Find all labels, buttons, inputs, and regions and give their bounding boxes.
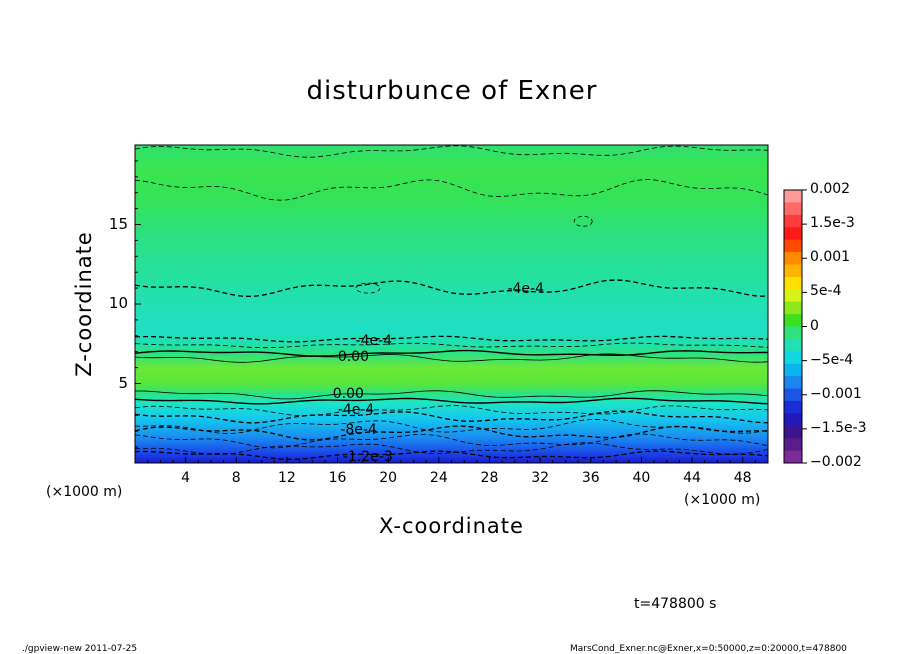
y-tick-label: 10 [108,294,128,312]
colorbar-swatch [784,413,802,427]
y-axis-label: Z-coordinate [72,231,96,377]
colorbar-label: 0 [810,317,819,334]
colorbar-swatch [784,202,802,216]
y-axis-ticks [135,160,141,448]
x-tick-label: 44 [683,470,701,486]
contour-line [135,433,768,449]
contour-line [135,442,768,455]
colorbar-swatch [784,351,802,365]
x-tick-label: 32 [531,470,550,486]
colorbar-swatch [784,227,802,241]
y-tick-label: 5 [118,373,128,392]
heatmap-field [135,145,768,463]
x-tick-label: 8 [231,470,241,486]
x-unit-left: (×1000 m) [46,484,123,500]
contour-line [135,425,768,441]
footer-left-note: ./gpview-new 2011-07-25 [22,644,138,654]
colorbar-label: −0.002 [810,454,862,470]
x-tick-label: 24 [429,470,448,486]
contour-label: -4e-4 [337,401,375,418]
colorbar-swatch [784,190,802,203]
colorbar-label: 0.002 [810,181,851,197]
colorbar-swatch [784,276,802,290]
time-stamp: t=478800 s [634,596,717,612]
colorbar-swatch [784,425,802,439]
colorbar-label: 5e-4 [810,283,842,300]
colorbar-frame [783,189,803,464]
colorbar-label: 1.5e-3 [810,215,855,232]
footer-right-note: MarsCond_Exner.nc@Exner,x=0:50000,z=0:20… [570,644,847,654]
x-tick-label: 28 [480,470,499,486]
contour-lines [135,145,768,460]
x-tick-label: 4 [181,470,191,486]
closed-contour [573,215,593,227]
x-tick-label: 40 [632,470,651,486]
colorbar-label: −0.001 [810,385,862,402]
colorbar-swatch [784,264,802,278]
contour-label: -1.2e-3 [342,449,393,466]
contour-line [135,418,768,434]
closed-contour [355,282,381,294]
chart-title: disturbunce of Exner [306,76,598,106]
x-tick-label: 16 [328,470,347,486]
colorbar-swatch [784,438,802,452]
contour-line [135,450,768,460]
contour-label: -8e-4 [340,422,377,439]
contour-label: 0.00 [332,385,364,402]
colorbar-swatch [784,301,802,315]
colorbar-swatch [784,388,802,402]
colorbar-swatch [784,400,802,414]
colorbar-swatch [784,363,802,377]
contour-line [135,335,768,343]
y-tick-label: 15 [108,214,128,233]
colorbar-swatch [784,214,802,228]
contour-label: 0.00 [337,349,369,366]
x-axis-ticks [147,457,756,463]
contour-line [135,349,768,357]
x-unit-right: (×1000 m) [684,492,761,508]
x-tick-label: 36 [581,470,600,486]
contour-line [135,342,768,349]
colorbar-label: 0.001 [810,249,851,266]
contour-line [135,405,768,417]
contour-label: -4e-4 [355,333,393,350]
contour-line [135,397,768,405]
colorbar-swatch [784,289,802,303]
colorbar [784,189,807,464]
contour-label: -4e-4 [507,280,544,297]
colorbar-swatch [784,450,802,464]
contour-line [135,179,768,201]
colorbar-swatch [784,239,802,253]
contour-line [135,410,768,424]
x-tick-label: 48 [733,470,752,486]
x-tick-label: 20 [379,470,398,486]
contour-line [135,390,768,400]
x-tick-label: 12 [277,470,296,486]
contour-line [135,353,768,363]
colorbar-swatch [784,326,802,340]
colorbar-label: −5e-4 [810,351,854,368]
colorbar-swatch [784,338,802,352]
colorbar-swatch [784,376,802,390]
contour-line [135,145,768,158]
colorbar-swatch [784,314,802,327]
colorbar-label: −1.5e-3 [810,419,867,436]
colorbar-swatch [784,252,802,265]
x-axis-label: X-coordinate [379,514,524,538]
contour-line [135,279,768,298]
